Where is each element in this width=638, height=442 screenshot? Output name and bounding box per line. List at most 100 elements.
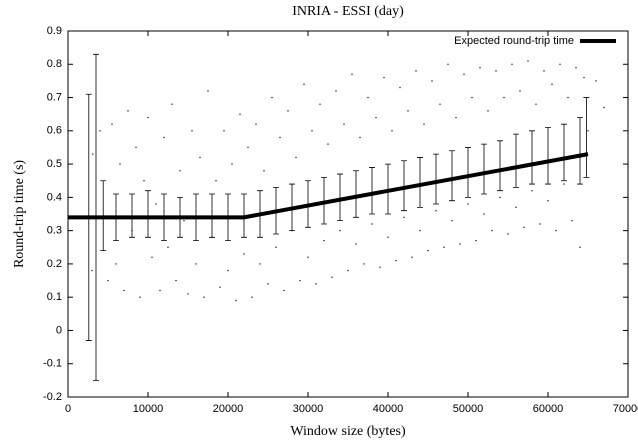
x-tick-label: 50000	[453, 403, 484, 415]
scatter-point	[567, 96, 569, 99]
y-tick-label: 0.4	[47, 191, 62, 203]
x-axis-label: Window size (bytes)	[290, 424, 406, 439]
y-tick-label: 0.7	[47, 91, 62, 103]
scatter-point	[107, 279, 109, 282]
scatter-point	[123, 289, 125, 292]
error-bar	[513, 133, 519, 188]
scatter-point	[231, 163, 233, 165]
error-bar	[337, 173, 343, 222]
scatter-point	[191, 130, 193, 132]
scatter-point	[319, 103, 321, 105]
scatter-point	[451, 220, 453, 222]
scatter-point	[391, 130, 393, 132]
scatter-point	[167, 246, 169, 248]
scatter-point	[99, 130, 101, 132]
scatter-point	[127, 110, 129, 112]
error-bar	[369, 167, 375, 215]
scatter-point	[139, 296, 141, 298]
y-tick-label: -0.1	[43, 358, 62, 370]
scatter-point	[355, 243, 357, 245]
scatter-point	[443, 246, 445, 248]
error-bar	[529, 130, 535, 185]
scatter-point	[535, 103, 537, 105]
error-bar	[353, 170, 359, 218]
error-bar	[481, 143, 487, 195]
scatter-point	[539, 223, 541, 225]
error-bar	[401, 160, 407, 212]
scatter-point	[227, 269, 229, 272]
scatter-point	[455, 116, 457, 119]
scatter-point	[551, 83, 553, 85]
scatter-point	[199, 156, 201, 159]
y-tick-label: 0.2	[47, 258, 62, 270]
scatter-point	[92, 153, 94, 155]
scatter-point	[327, 143, 329, 145]
scatter-point	[491, 230, 493, 232]
scatter-point	[375, 116, 377, 119]
scatter-point	[383, 76, 385, 79]
scatter-point	[547, 200, 549, 202]
scatter-point	[403, 216, 405, 218]
error-bar	[583, 97, 590, 178]
scatter-point	[267, 283, 269, 285]
scatter-point	[151, 256, 153, 258]
scatter-point	[407, 110, 409, 112]
scatter-point	[427, 250, 429, 252]
scatter-point	[495, 70, 497, 72]
scatter-point	[447, 63, 449, 65]
scatter-point	[275, 246, 277, 248]
error-bar	[417, 157, 423, 208]
scatter-point	[255, 123, 257, 125]
scatter-point	[287, 110, 289, 112]
x-tick-label: 40000	[373, 403, 404, 415]
scatter-point	[575, 67, 577, 69]
scatter-point	[571, 220, 573, 222]
scatter-point	[347, 269, 349, 272]
scatter-point	[367, 96, 369, 99]
scatter-point	[583, 76, 585, 79]
scatter-point	[419, 230, 421, 232]
scatter-point	[559, 63, 561, 65]
scatter-point	[295, 156, 297, 159]
scatter-point	[155, 203, 157, 205]
scatter-point	[111, 123, 113, 125]
scatter-point	[339, 230, 341, 232]
scatter-point	[239, 113, 241, 115]
scatter-point	[207, 90, 209, 92]
x-tick-label: 70000	[613, 403, 638, 415]
scatter-point	[471, 96, 473, 99]
scatter-point	[187, 293, 189, 295]
scatter-point	[171, 103, 173, 105]
scatter-point	[459, 243, 461, 245]
scatter-point	[303, 83, 305, 85]
scatter-point	[379, 266, 381, 268]
scatter-point	[463, 73, 465, 75]
x-tick-label: 20000	[213, 403, 244, 415]
scatter-point	[311, 130, 313, 132]
scatter-point	[527, 60, 529, 62]
scatter-point	[247, 146, 249, 149]
error-bar	[577, 117, 583, 185]
y-tick-label: 0.5	[47, 158, 62, 170]
error-bar	[465, 147, 471, 198]
scatter-point	[203, 296, 205, 298]
scatter-point	[479, 67, 481, 69]
scatter-point	[183, 220, 185, 222]
scatter-point	[259, 263, 261, 265]
x-tick-label: 10000	[133, 403, 164, 415]
scatter-point	[395, 259, 397, 262]
scatter-point	[335, 90, 337, 92]
scatter-point	[279, 136, 281, 139]
scatter-point	[363, 263, 365, 265]
scatter-point	[415, 70, 417, 72]
x-tick-label: 30000	[293, 403, 324, 415]
scatter-point	[467, 203, 469, 205]
scatter-point	[283, 289, 285, 292]
scatter-point	[531, 190, 533, 192]
scatter-point	[371, 223, 373, 225]
x-tick-label: 0	[65, 403, 71, 415]
scatter-point	[195, 263, 197, 265]
scatter-point	[263, 170, 265, 172]
scatter-point	[519, 90, 521, 92]
x-tick-label: 60000	[533, 403, 564, 415]
